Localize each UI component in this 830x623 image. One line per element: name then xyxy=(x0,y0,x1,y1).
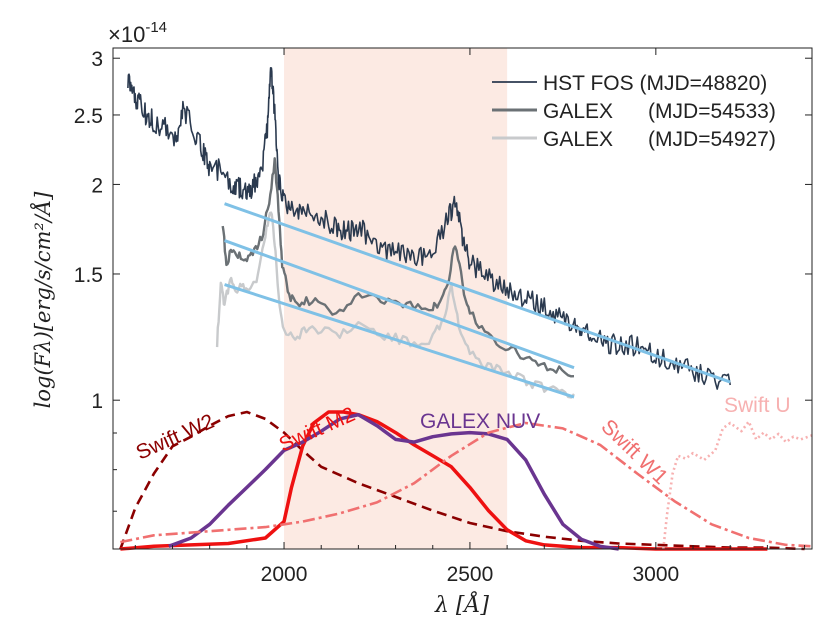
y-tick-label: 1.5 xyxy=(74,264,103,287)
legend-label: GALEX (MJD=54533) xyxy=(543,100,776,123)
filter-curve-swift-u xyxy=(662,420,813,550)
series-line-1 xyxy=(127,67,731,390)
y-tick-label: 2 xyxy=(91,174,103,197)
x-tick-label: 3000 xyxy=(632,563,679,586)
series-line-2 xyxy=(221,157,575,378)
series-line-3 xyxy=(215,211,575,399)
filter-curve-swift-w1 xyxy=(120,421,813,548)
filter-label-galex-nuv: GALEX NUV xyxy=(420,410,540,433)
y-scale-label: ×10-14 xyxy=(108,19,167,47)
filter-label-swift-w2: Swift W2 xyxy=(133,410,218,465)
filter-curve-swift-w2 xyxy=(119,410,805,551)
y-tick-label: 3 xyxy=(91,48,103,71)
filter-curve-galex-nuv xyxy=(168,412,619,551)
fit-galex-54533 xyxy=(224,239,575,370)
plot-frame xyxy=(112,47,813,550)
highlight-band xyxy=(284,48,508,549)
y-axis-label: log(Fλ)[erg/s/cm²/Å] xyxy=(30,191,55,408)
filter-label-swift-u: Swift U xyxy=(724,394,791,417)
y-tick-label: 2.5 xyxy=(74,105,103,128)
legend-label: HST FOS (MJD=48820) xyxy=(543,72,767,95)
x-tick-label: 2500 xyxy=(447,563,494,586)
fit-hst xyxy=(224,202,731,384)
legend-label: GALEX (MJD=54927) xyxy=(543,128,776,151)
filter-label-swift-w1: Swift W1 xyxy=(597,415,673,489)
x-axis-label: λ [Å] xyxy=(434,590,489,618)
y-tick-label: 1 xyxy=(91,390,103,413)
x-tick-label: 2000 xyxy=(261,563,308,586)
fit-galex-54927 xyxy=(224,283,575,399)
